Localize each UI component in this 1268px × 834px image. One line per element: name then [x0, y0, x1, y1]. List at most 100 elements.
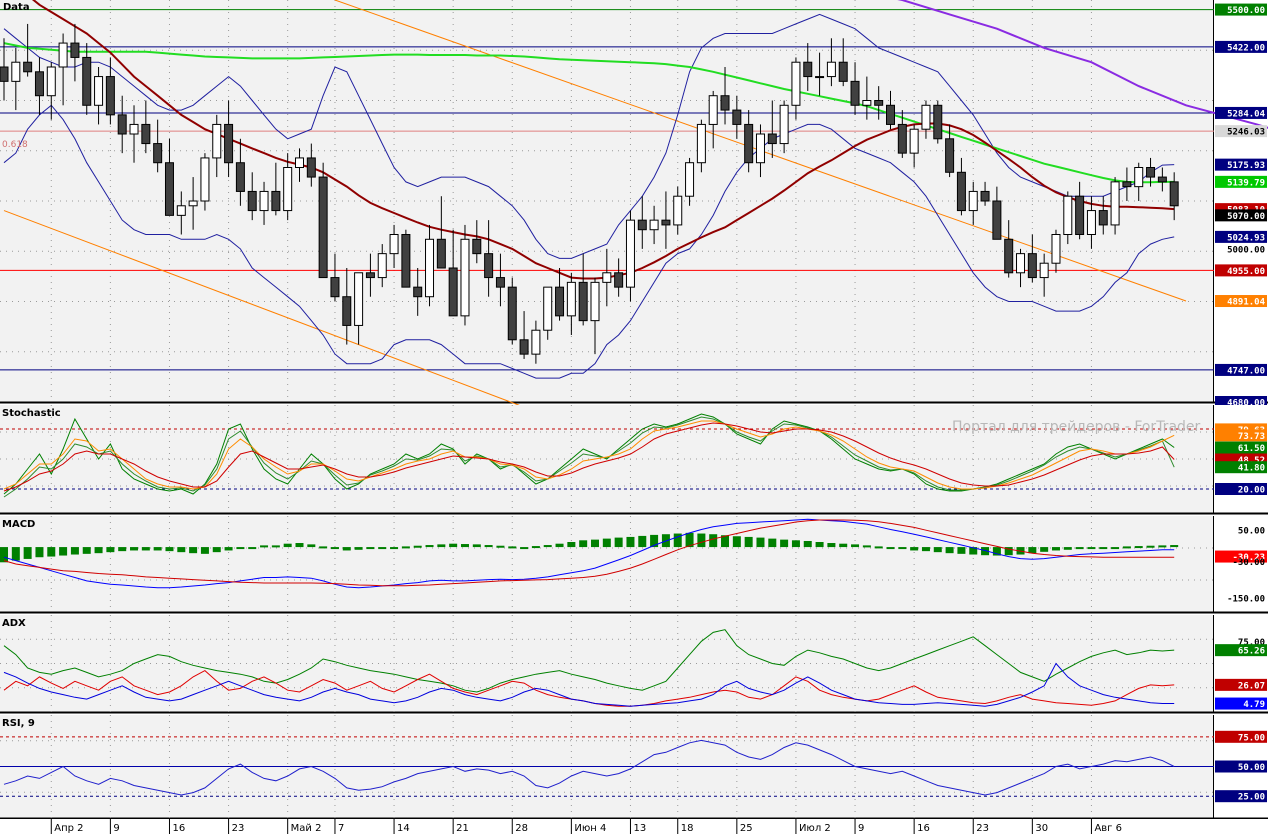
candle-body [1016, 253, 1026, 274]
macd-histogram-bar [1087, 547, 1096, 550]
adx-main-line [3, 629, 1175, 693]
adx-label-bg [1215, 697, 1267, 710]
moving-average-green [3, 42, 1175, 184]
candle-body [484, 253, 494, 279]
candle-body [1051, 234, 1061, 264]
macd-histogram-bar [1146, 545, 1155, 548]
macd-histogram-bar [260, 545, 269, 548]
candle-body [708, 95, 718, 125]
x-axis-label: Май 2 [291, 823, 322, 834]
macd-main-line [3, 518, 1175, 589]
macd-histogram-bar [271, 545, 280, 548]
candle-body [176, 205, 186, 216]
price-label-bg [1215, 175, 1267, 188]
candle-body [779, 104, 789, 145]
candle-body [105, 76, 115, 116]
rsi-panel[interactable]: 75.00 50.00 25.00 RSI, 9 [0, 715, 1268, 820]
candle-body [1039, 262, 1049, 279]
rsi-label-bg [1215, 730, 1267, 743]
macd-histogram-bar [673, 533, 682, 548]
candle-body [1122, 181, 1132, 188]
candle-body [637, 219, 647, 231]
macd-histogram-bar [839, 543, 848, 548]
macd-histogram-bar [851, 544, 860, 548]
macd-panel[interactable]: 50.00 -30.23-30.00 -150.00 MACD [0, 516, 1268, 614]
candle-body [11, 61, 21, 82]
candle-body [247, 190, 257, 212]
macd-histogram-bar [756, 537, 765, 548]
macd-histogram-bar [94, 547, 103, 554]
macd-histogram-bar [153, 547, 162, 551]
macd-histogram-bar [1040, 547, 1049, 552]
adx-label: 4.79 [1243, 700, 1265, 710]
macd-histogram-bar [23, 547, 32, 559]
price-axis-background [1214, 0, 1268, 402]
stochastic-label: 73.73 [1238, 432, 1265, 442]
rsi-label: 50.00 [1238, 763, 1265, 773]
price-label: 5000.00 [1227, 245, 1265, 255]
candle-body [413, 286, 423, 298]
price-label-bg [1215, 40, 1267, 53]
candle-body [767, 133, 777, 145]
candle-body [1004, 238, 1014, 274]
macd-histogram-bar [366, 547, 375, 550]
candle-body [1169, 181, 1179, 207]
macd-histogram-bar [35, 547, 44, 558]
macd-histogram-bar [638, 535, 647, 548]
candle-body [200, 157, 210, 202]
candle-body [661, 219, 671, 226]
macd-histogram-bar [721, 535, 730, 548]
macd-histogram-bar [543, 545, 552, 548]
macd-histogram-bar [354, 547, 363, 550]
macd-title: MACD [2, 519, 35, 530]
candle-body [235, 162, 245, 192]
adx-label: 75.00 [1238, 638, 1265, 648]
macd-histogram-bar [1134, 546, 1143, 549]
macd-histogram-bar [862, 545, 871, 548]
macd-histogram-bar [992, 547, 1001, 556]
stochastic-line-3 [3, 422, 1175, 492]
macd-label: -30.23 [1232, 553, 1265, 563]
adx-title: ADX [2, 618, 26, 629]
candle-body [401, 234, 411, 288]
macd-histogram-bar [248, 547, 257, 550]
x-axis-label: 14 [397, 823, 410, 834]
macd-histogram-bar [1075, 547, 1084, 550]
macd-histogram-bar [945, 547, 954, 554]
macd-histogram-bar [567, 542, 576, 548]
price-label: 5175.93 [1227, 161, 1265, 171]
macd-histogram-bar [910, 547, 919, 551]
candle-body [673, 195, 683, 226]
candle-body [70, 42, 80, 58]
macd-histogram-bar [626, 536, 635, 548]
candle-body [271, 190, 281, 212]
macd-histogram-bar [330, 547, 339, 550]
x-axis-label: 9 [858, 823, 864, 834]
rsi-label-bg [1215, 790, 1267, 803]
candle-body [921, 104, 931, 130]
macd-histogram-bar [47, 547, 56, 557]
candle-body [614, 272, 624, 288]
price-axis-background [1214, 516, 1268, 612]
candle-body [578, 281, 588, 322]
candle-body [342, 296, 352, 326]
x-axis-label: 23 [976, 823, 989, 834]
candle-body [58, 42, 68, 68]
candle-body [1146, 167, 1156, 178]
candle-body [933, 104, 943, 140]
x-axis-label: 23 [232, 823, 245, 834]
candle-body [815, 76, 825, 79]
price-label: 4955.00 [1227, 267, 1265, 277]
price-panel[interactable]: 5500.00 5422.00 5284.04 5246.03 5175.93 5139.… [0, 0, 1268, 413]
macd-histogram-bar [921, 547, 930, 552]
candle-body [365, 272, 375, 279]
macd-histogram-bar [1004, 547, 1013, 556]
candle-body [531, 329, 541, 355]
stochastic-signal-line [3, 420, 1175, 490]
macd-histogram-bar [744, 536, 753, 548]
candle-body [224, 123, 234, 164]
stochastic-title: Stochastic [2, 408, 61, 419]
candle-body [803, 61, 813, 78]
